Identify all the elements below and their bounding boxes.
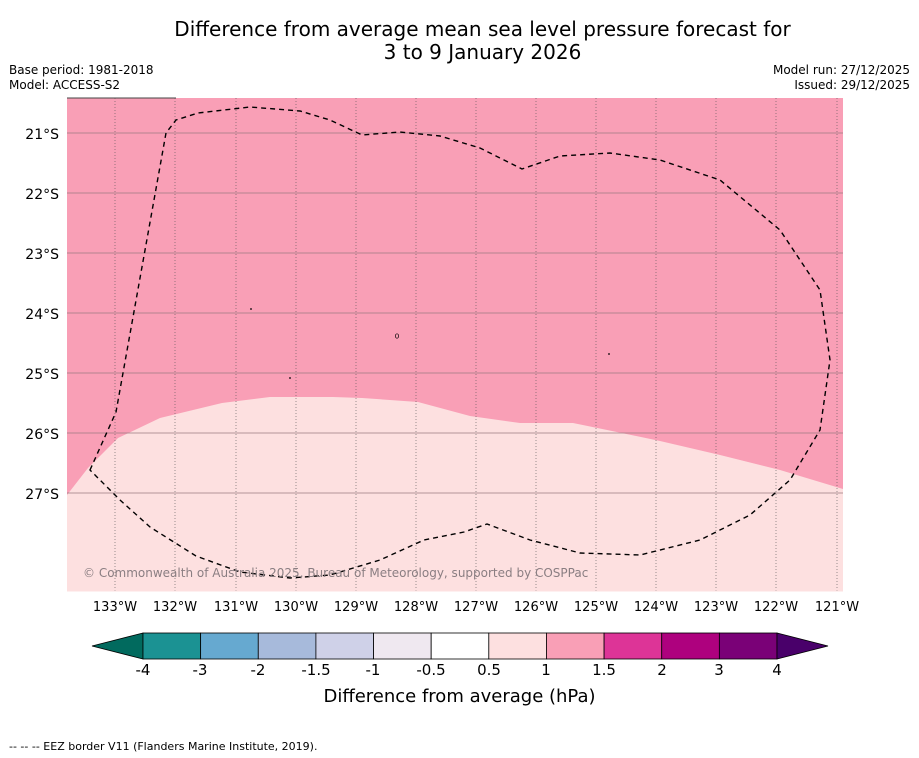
model-run: Model run: 27/12/2025 — [772, 63, 910, 77]
lon-label-122: 122°W — [754, 600, 798, 615]
graticule — [67, 98, 843, 591]
title-line-2: 3 to 9 January 2026 — [383, 40, 582, 64]
map-panel — [67, 97, 843, 591]
lon-label-126: 126°W — [514, 600, 558, 615]
model-name: Model: ACCESS-S2 — [9, 78, 121, 92]
colorbar-cell — [257, 632, 317, 660]
colorbar-cell — [718, 632, 778, 660]
cb-tick-label: 4 — [772, 661, 782, 679]
cb-tick-label: -0.5 — [416, 661, 446, 679]
cb-tick-label: 3 — [714, 661, 724, 679]
island-1 — [250, 308, 252, 310]
lon-label-132: 132°W — [153, 600, 197, 615]
lat-label-27: 27°S — [25, 487, 59, 503]
colorbar-cell — [488, 632, 547, 660]
colorbar-cell — [546, 632, 605, 660]
lat-label-26: 26°S — [25, 427, 59, 443]
lon-label-131: 131°W — [214, 600, 258, 615]
island-3 — [608, 353, 610, 355]
island-2 — [289, 377, 291, 379]
lon-label-130: 130°W — [274, 600, 318, 615]
colorbar-cell — [315, 632, 374, 660]
cb-tick-label: -1 — [365, 661, 381, 679]
issued-date: Issued: 29/12/2025 — [794, 78, 910, 92]
lon-label-124: 124°W — [634, 600, 678, 615]
lon-label-129: 129°W — [334, 600, 378, 615]
lat-label-24: 24°S — [25, 307, 59, 323]
cb-tick-label: 2 — [657, 661, 667, 679]
lon-label-123: 123°W — [694, 600, 738, 615]
colorbar-cell — [603, 632, 663, 660]
eez-footnote: -- -- -- EEZ border V11 (Flanders Marine… — [9, 740, 318, 753]
colorbar-over-arrow — [776, 632, 829, 660]
base-period: Base period: 1981-2018 — [9, 63, 154, 77]
colorbar — [91, 632, 829, 660]
colorbar-under-arrow — [91, 632, 144, 660]
lat-label-21: 21°S — [25, 127, 59, 143]
colorbar-cell — [661, 632, 720, 660]
cb-tick-label: -1.5 — [301, 661, 331, 679]
lat-label-25: 25°S — [25, 367, 59, 383]
colorbar-cell — [142, 632, 202, 660]
cb-tick-label: -2 — [250, 661, 266, 679]
cb-tick-label: 1.5 — [592, 661, 616, 679]
copyright-text: © Commonwealth of Australia 2025, Bureau… — [83, 566, 588, 580]
longitude-labels: 133°W 132°W 131°W 130°W 129°W 128°W 127°… — [93, 600, 859, 615]
meta-right: Model run: 27/12/2025 Issued: 29/12/2025 — [773, 63, 910, 93]
map-title: Difference from average mean sea level p… — [0, 18, 919, 64]
meta-left: Base period: 1981-2018 Model: ACCESS-S2 — [9, 63, 154, 93]
colorbar-cells — [142, 632, 778, 660]
latitude-labels: 21°S 22°S 23°S 24°S 25°S 26°S 27°S — [25, 127, 59, 503]
lon-label-127: 127°W — [454, 600, 498, 615]
colorbar-cell — [373, 632, 432, 660]
lon-label-121: 121°W — [815, 600, 859, 615]
lon-label-125: 125°W — [574, 600, 618, 615]
lat-label-22: 22°S — [25, 187, 59, 203]
colorbar-cell — [430, 632, 490, 660]
lon-label-128: 128°W — [394, 600, 438, 615]
islands — [250, 308, 610, 379]
colorbar-title: Difference from average (hPa) — [323, 686, 596, 707]
island-4 — [395, 333, 399, 339]
cb-tick-label: 0.5 — [477, 661, 501, 679]
cb-tick-label: -4 — [135, 661, 151, 679]
region-low-anomaly — [67, 397, 843, 591]
lat-label-23: 23°S — [25, 247, 59, 263]
cb-tick-label: 1 — [541, 661, 551, 679]
lon-label-133: 133°W — [93, 600, 137, 615]
cb-tick-label: -3 — [192, 661, 208, 679]
colorbar-cell — [200, 632, 259, 660]
title-line-1: Difference from average mean sea level p… — [174, 17, 791, 41]
